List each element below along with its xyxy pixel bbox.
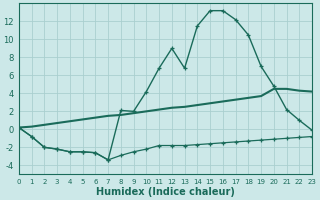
X-axis label: Humidex (Indice chaleur): Humidex (Indice chaleur) bbox=[96, 187, 235, 197]
